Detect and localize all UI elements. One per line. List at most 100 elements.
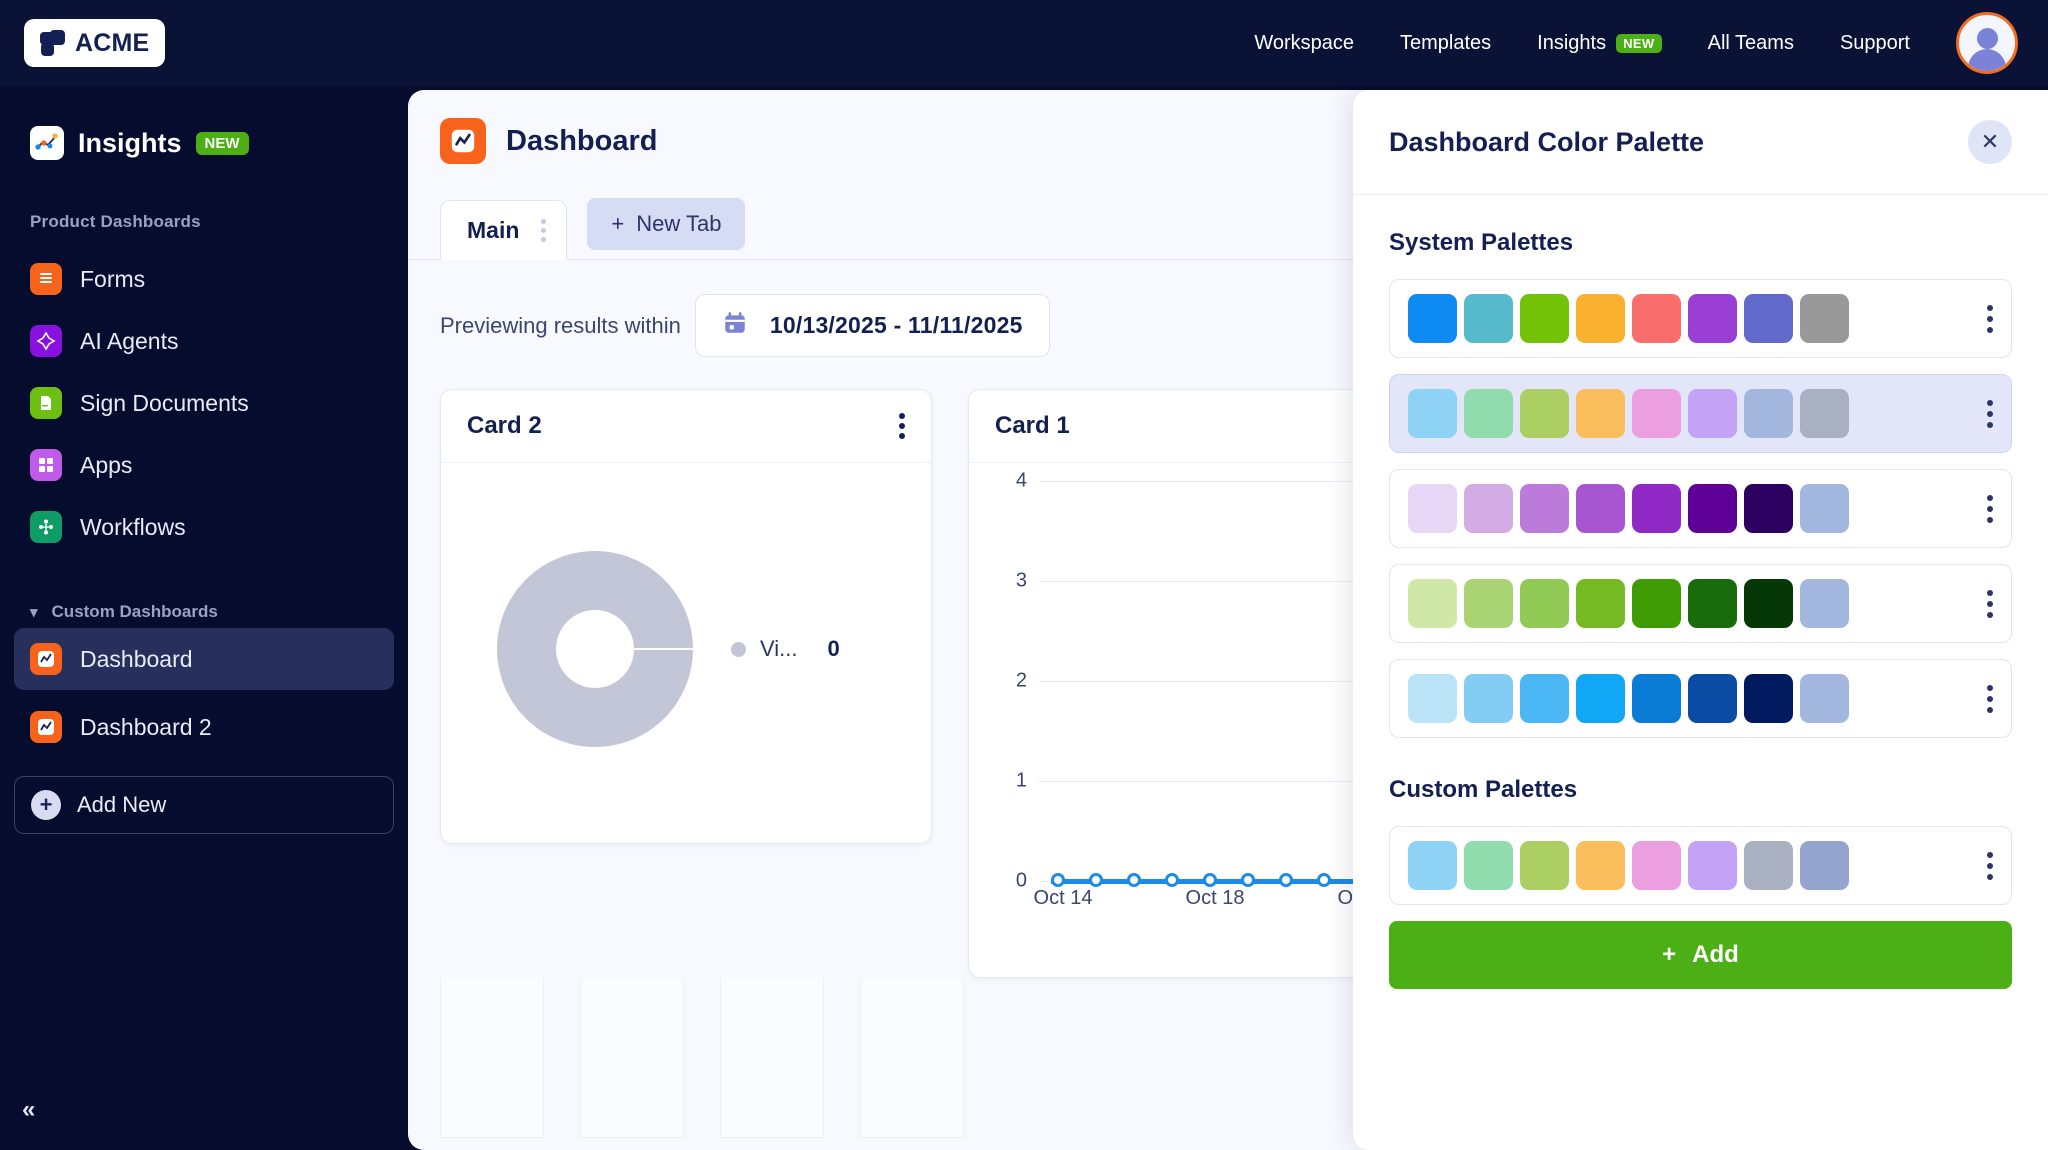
palette-swatch	[1408, 841, 1457, 890]
palette-swatches	[1408, 841, 1849, 890]
palette-swatch	[1464, 389, 1513, 438]
nav-link-label: Support	[1839, 31, 1910, 54]
palette-swatch	[1464, 484, 1513, 533]
palette-swatch	[1632, 389, 1681, 438]
add-palette-button[interactable]: + Add	[1389, 921, 2012, 989]
sidebar-item-apps[interactable]: Apps	[0, 434, 408, 496]
nav-link-workspace[interactable]: Workspace	[1254, 32, 1354, 55]
user-avatar-icon[interactable]	[1956, 12, 2018, 74]
calendar-icon	[722, 310, 748, 341]
drawer-header: Dashboard Color Palette ✕	[1353, 90, 2048, 195]
plus-icon: +	[31, 790, 61, 820]
card-header: Card 2	[441, 390, 931, 463]
palette-swatch	[1800, 294, 1849, 343]
page-title: Dashboard	[506, 124, 658, 157]
nav-link-label: Workspace	[1254, 31, 1354, 54]
kebab-menu-icon[interactable]	[1987, 304, 1993, 333]
palette-swatch	[1520, 294, 1569, 343]
nav-link-all-teams[interactable]: All Teams	[1708, 32, 1794, 55]
kebab-menu-icon[interactable]	[899, 413, 905, 439]
chevron-down-icon: ▾	[30, 604, 38, 621]
palette-swatch	[1408, 674, 1457, 723]
palette-swatch	[1688, 674, 1737, 723]
nav-link-insights[interactable]: Insights NEW	[1537, 31, 1662, 55]
palette-swatch	[1464, 674, 1513, 723]
palette-swatch	[1744, 484, 1793, 533]
kebab-menu-icon[interactable]	[541, 219, 547, 242]
add-new-dashboard-button[interactable]: + Add New	[14, 776, 394, 834]
color-palette-drawer: Dashboard Color Palette ✕ System Palette…	[1353, 90, 2048, 1150]
palette-swatch	[1408, 484, 1457, 533]
dashboard-chart-icon	[30, 711, 62, 743]
sidebar-collapse-button[interactable]: «	[22, 1096, 35, 1124]
system-palette-row-1[interactable]	[1389, 374, 2012, 453]
system-palette-row-0[interactable]	[1389, 279, 2012, 358]
kebab-menu-icon[interactable]	[1987, 494, 1993, 523]
custom-palette-row-0[interactable]	[1389, 826, 2012, 905]
tab-main[interactable]: Main	[440, 200, 568, 260]
palette-swatch	[1632, 294, 1681, 343]
palette-swatch	[1576, 484, 1625, 533]
nav-link-support[interactable]: Support	[1840, 32, 1910, 55]
palette-swatch	[1520, 579, 1569, 628]
palette-swatch	[1688, 579, 1737, 628]
palette-swatch	[1744, 294, 1793, 343]
plus-icon: +	[611, 211, 625, 236]
palette-swatches	[1408, 674, 1849, 723]
palette-swatch	[1464, 579, 1513, 628]
palette-swatch	[1408, 579, 1457, 628]
nav-link-label: Insights	[1537, 31, 1607, 54]
system-palette-row-2[interactable]	[1389, 469, 2012, 548]
grid-placeholder-cell	[860, 978, 964, 1138]
sidebar: Insights NEW Product Dashboards Forms AI…	[0, 86, 408, 1150]
sidebar-item-dashboard-2[interactable]: Dashboard 2	[14, 696, 394, 758]
sidebar-item-label: Sign Documents	[80, 389, 249, 416]
kebab-menu-icon[interactable]	[1987, 589, 1993, 618]
tab-bar: Main + New Tab	[408, 198, 2048, 260]
sidebar-item-dashboard[interactable]: Dashboard	[14, 628, 394, 690]
close-icon[interactable]: ✕	[1968, 120, 2012, 164]
sidebar-item-label: Workflows	[80, 513, 186, 540]
palette-swatch	[1744, 579, 1793, 628]
sidebar-brand[interactable]: Insights NEW	[0, 114, 408, 172]
sidebar-item-workflows[interactable]: Workflows	[0, 496, 408, 558]
system-palette-row-3[interactable]	[1389, 564, 2012, 643]
legend-color-dot	[731, 641, 746, 657]
palette-swatch	[1800, 579, 1849, 628]
chart-legend: Vi... 0	[731, 636, 840, 662]
palette-swatch	[1688, 841, 1737, 890]
palette-swatch	[1632, 841, 1681, 890]
palette-swatch	[1576, 674, 1625, 723]
kebab-menu-icon[interactable]	[1987, 399, 1993, 428]
sidebar-brand-label: Insights	[78, 127, 182, 158]
sidebar-section-custom-dashboards[interactable]: ▾ Custom Dashboards	[0, 602, 408, 622]
date-range-picker[interactable]: 10/13/2025 - 11/11/2025	[694, 294, 1050, 357]
placeholder-grid	[408, 978, 2048, 1138]
new-tab-button[interactable]: + New Tab	[587, 198, 746, 250]
sidebar-item-label: AI Agents	[80, 327, 179, 354]
system-palette-row-4[interactable]	[1389, 659, 2012, 738]
kebab-menu-icon[interactable]	[1987, 851, 1993, 880]
palette-swatch	[1632, 579, 1681, 628]
acme-logo[interactable]: ACME	[24, 19, 166, 67]
new-tab-label: New Tab	[636, 211, 722, 236]
card-card-2: Card 2 Vi... 0	[440, 389, 932, 844]
insights-new-badge: NEW	[1616, 33, 1662, 53]
card-title: Card 1	[995, 412, 1070, 439]
sign-documents-icon	[30, 387, 62, 419]
sidebar-item-label: Apps	[80, 451, 133, 478]
sidebar-item-label: Forms	[80, 265, 146, 292]
x-tick-label: Oct 14	[1033, 887, 1093, 909]
kebab-menu-icon[interactable]	[1987, 684, 1993, 713]
card-body: Vi... 0	[441, 463, 931, 843]
sidebar-item-forms[interactable]: Forms	[0, 248, 408, 310]
custom-palettes-heading: Custom Palettes	[1389, 776, 1578, 803]
palette-swatch	[1520, 484, 1569, 533]
nav-link-templates[interactable]: Templates	[1400, 32, 1491, 55]
workflows-icon	[30, 511, 62, 543]
chevron-double-left-icon: «	[22, 1096, 36, 1123]
tab-label: Main	[467, 217, 520, 243]
sidebar-item-sign-documents[interactable]: Sign Documents	[0, 372, 408, 434]
sidebar-item-ai-agents[interactable]: AI Agents	[0, 310, 408, 372]
palette-swatch	[1800, 674, 1849, 723]
